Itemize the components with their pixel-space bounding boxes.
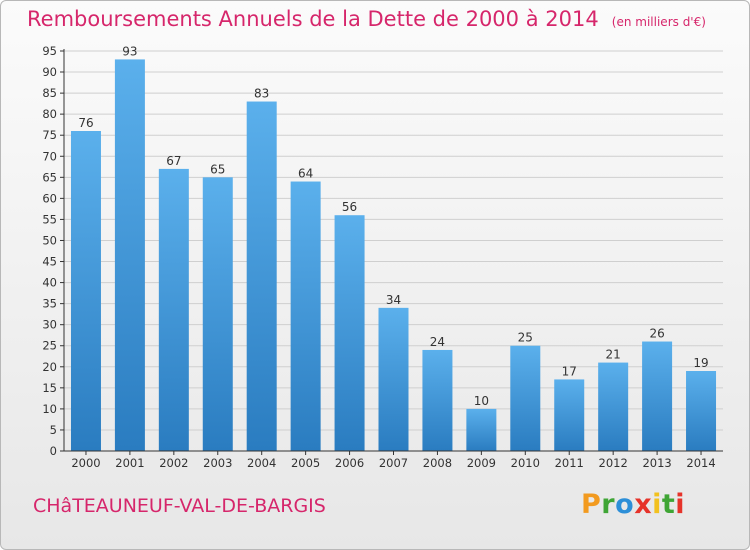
x-tick-label: 2009 xyxy=(467,456,496,470)
x-tick-label: 2007 xyxy=(379,456,408,470)
y-tick-label: 20 xyxy=(42,360,57,374)
y-tick-label: 95 xyxy=(42,44,57,58)
y-tick-label: 5 xyxy=(50,423,57,437)
bar xyxy=(70,131,101,451)
y-tick-label: 50 xyxy=(42,233,57,247)
x-tick-label: 2000 xyxy=(71,456,100,470)
y-tick-label: 0 xyxy=(50,444,57,458)
bar xyxy=(554,379,585,451)
brand-letter: o xyxy=(615,489,635,520)
bars xyxy=(70,59,717,452)
y-tick-label: 30 xyxy=(42,318,57,332)
x-tick-label: 2014 xyxy=(686,456,715,470)
x-tick-label: 2005 xyxy=(291,456,320,470)
bar xyxy=(642,341,673,451)
bar xyxy=(290,181,321,452)
data-label: 24 xyxy=(430,335,445,349)
commune-name: CHâTEAUNEUF-VAL-DE-BARGIS xyxy=(33,495,326,517)
data-label: 67 xyxy=(166,154,181,168)
brand-letter: i xyxy=(652,489,662,520)
y-tick-label: 70 xyxy=(42,149,57,163)
y-tick-label: 80 xyxy=(42,107,57,121)
bar xyxy=(378,307,409,451)
data-label: 10 xyxy=(474,394,489,408)
x-tick-label: 2006 xyxy=(335,456,364,470)
data-label: 64 xyxy=(298,167,313,181)
y-tick-label: 45 xyxy=(42,255,57,269)
bar xyxy=(466,408,497,451)
brand-letter: i xyxy=(675,489,686,520)
y-tick-label: 90 xyxy=(42,65,57,79)
title-row: Remboursements Annuels de la Dette de 20… xyxy=(27,7,706,31)
chart-unit: (en milliers d'€) xyxy=(611,15,706,29)
data-label: 34 xyxy=(386,293,401,307)
data-label: 76 xyxy=(78,116,93,130)
y-tick-label: 55 xyxy=(42,212,57,226)
y-tick-label: 15 xyxy=(42,381,57,395)
data-label: 19 xyxy=(693,356,708,370)
bar xyxy=(598,362,629,451)
data-label: 93 xyxy=(122,44,137,58)
y-tick-label: 25 xyxy=(42,339,57,353)
y-tick-label: 85 xyxy=(42,86,57,100)
data-label: 83 xyxy=(254,87,269,101)
x-tick-label: 2010 xyxy=(511,456,540,470)
bar xyxy=(202,177,233,451)
brand-letter: P xyxy=(581,489,602,520)
bar xyxy=(114,59,145,451)
brand-letter: t xyxy=(661,489,676,520)
data-label: 25 xyxy=(518,331,533,345)
bar xyxy=(686,371,717,451)
x-tick-label: 2002 xyxy=(159,456,188,470)
data-label: 56 xyxy=(342,200,357,214)
brand-letter: r xyxy=(601,489,616,520)
bar xyxy=(510,345,541,451)
x-tick-label: 2013 xyxy=(642,456,671,470)
data-label: 26 xyxy=(649,327,664,341)
x-tick-label: 2012 xyxy=(599,456,628,470)
labels: 0 5 10 15 20 25 30 35 40 45 50 55 60 65 70 75 80 85 90 95 76… xyxy=(42,44,715,470)
x-tick-label: 2011 xyxy=(555,456,584,470)
brand-logo: Proxiti xyxy=(581,489,685,520)
data-label: 21 xyxy=(606,348,621,362)
y-tick-label: 65 xyxy=(42,170,57,184)
x-tick-label: 2004 xyxy=(247,456,276,470)
x-tick-label: 2001 xyxy=(115,456,144,470)
x-tick-label: 2008 xyxy=(423,456,452,470)
y-tick-label: 35 xyxy=(42,297,57,311)
data-label: 65 xyxy=(210,162,225,176)
axes xyxy=(60,49,723,455)
x-tick-label: 2003 xyxy=(203,456,232,470)
chart-title: Remboursements Annuels de la Dette de 20… xyxy=(27,7,599,31)
bar xyxy=(158,168,189,452)
bar xyxy=(334,215,365,451)
bar xyxy=(246,101,277,452)
bar xyxy=(422,349,453,451)
y-tick-label: 60 xyxy=(42,191,57,205)
brand-letter: x xyxy=(634,489,653,520)
y-tick-label: 10 xyxy=(42,402,57,416)
y-tick-label: 75 xyxy=(42,128,57,142)
data-label: 17 xyxy=(562,364,577,378)
y-tick-label: 40 xyxy=(42,276,57,290)
